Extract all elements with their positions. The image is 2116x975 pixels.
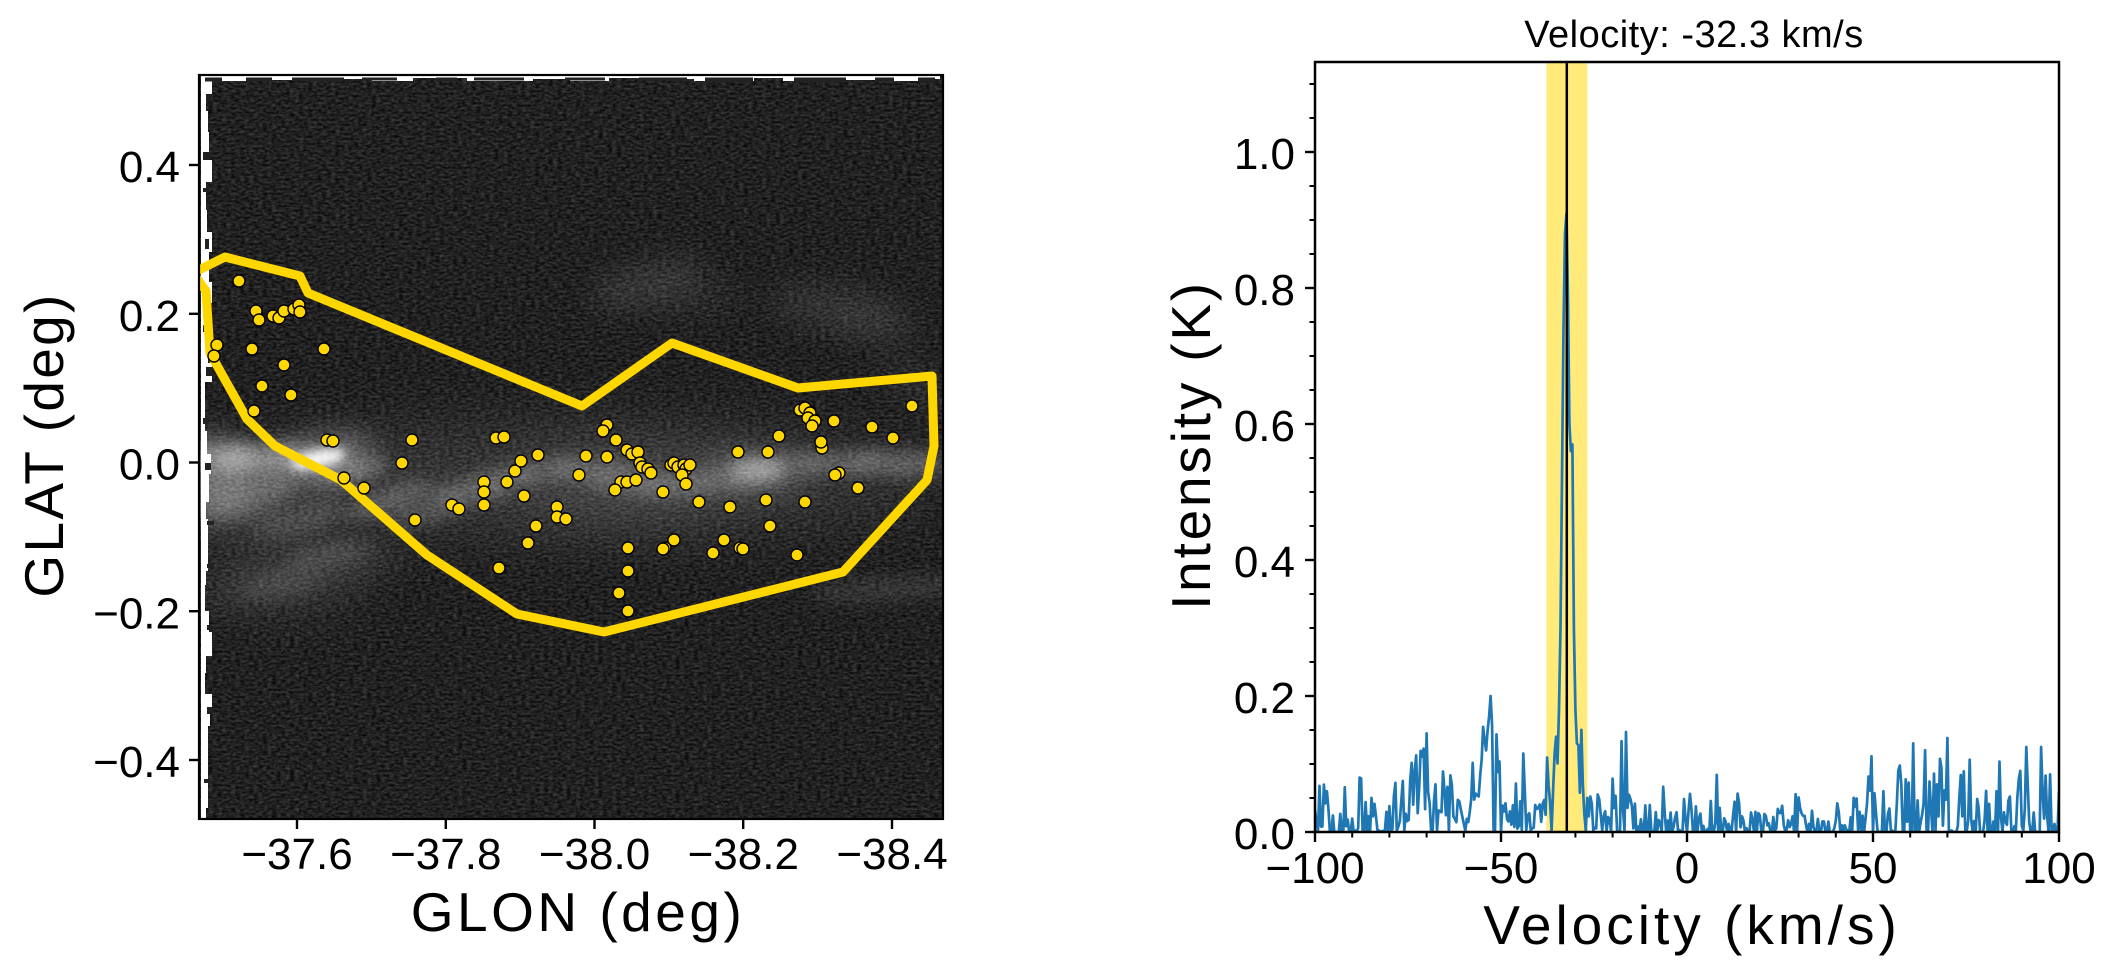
svg-text:0.8: 0.8 (1234, 266, 1295, 315)
svg-text:−38.0: −38.0 (539, 830, 650, 879)
svg-text:−0.2: −0.2 (93, 589, 180, 638)
svg-text:GLON (deg): GLON (deg) (411, 881, 746, 943)
svg-text:−50: −50 (1464, 844, 1539, 893)
svg-text:0.0: 0.0 (119, 441, 180, 490)
svg-text:0.4: 0.4 (119, 143, 180, 192)
svg-text:−100: −100 (1265, 844, 1364, 893)
svg-text:−38.2: −38.2 (688, 830, 799, 879)
svg-text:Intensity (K): Intensity (K) (1160, 280, 1222, 610)
svg-text:0.0: 0.0 (1234, 810, 1295, 859)
svg-text:Velocity (km/s): Velocity (km/s) (1483, 894, 1901, 956)
svg-text:0.2: 0.2 (1234, 674, 1295, 723)
svg-text:0: 0 (1675, 844, 1699, 893)
svg-text:−37.6: −37.6 (241, 830, 352, 879)
svg-text:50: 50 (1849, 844, 1898, 893)
svg-text:−37.8: −37.8 (390, 830, 501, 879)
svg-text:0.6: 0.6 (1234, 402, 1295, 451)
svg-text:0.4: 0.4 (1234, 538, 1295, 587)
svg-text:−0.4: −0.4 (93, 738, 180, 787)
svg-text:0.2: 0.2 (119, 292, 180, 341)
svg-text:1.0: 1.0 (1234, 130, 1295, 179)
svg-text:−38.4: −38.4 (836, 830, 947, 879)
svg-text:Velocity: -32.3 km/s: Velocity: -32.3 km/s (1524, 14, 1863, 56)
svg-text:100: 100 (2022, 844, 2095, 893)
svg-text:GLAT (deg): GLAT (deg) (13, 292, 75, 597)
